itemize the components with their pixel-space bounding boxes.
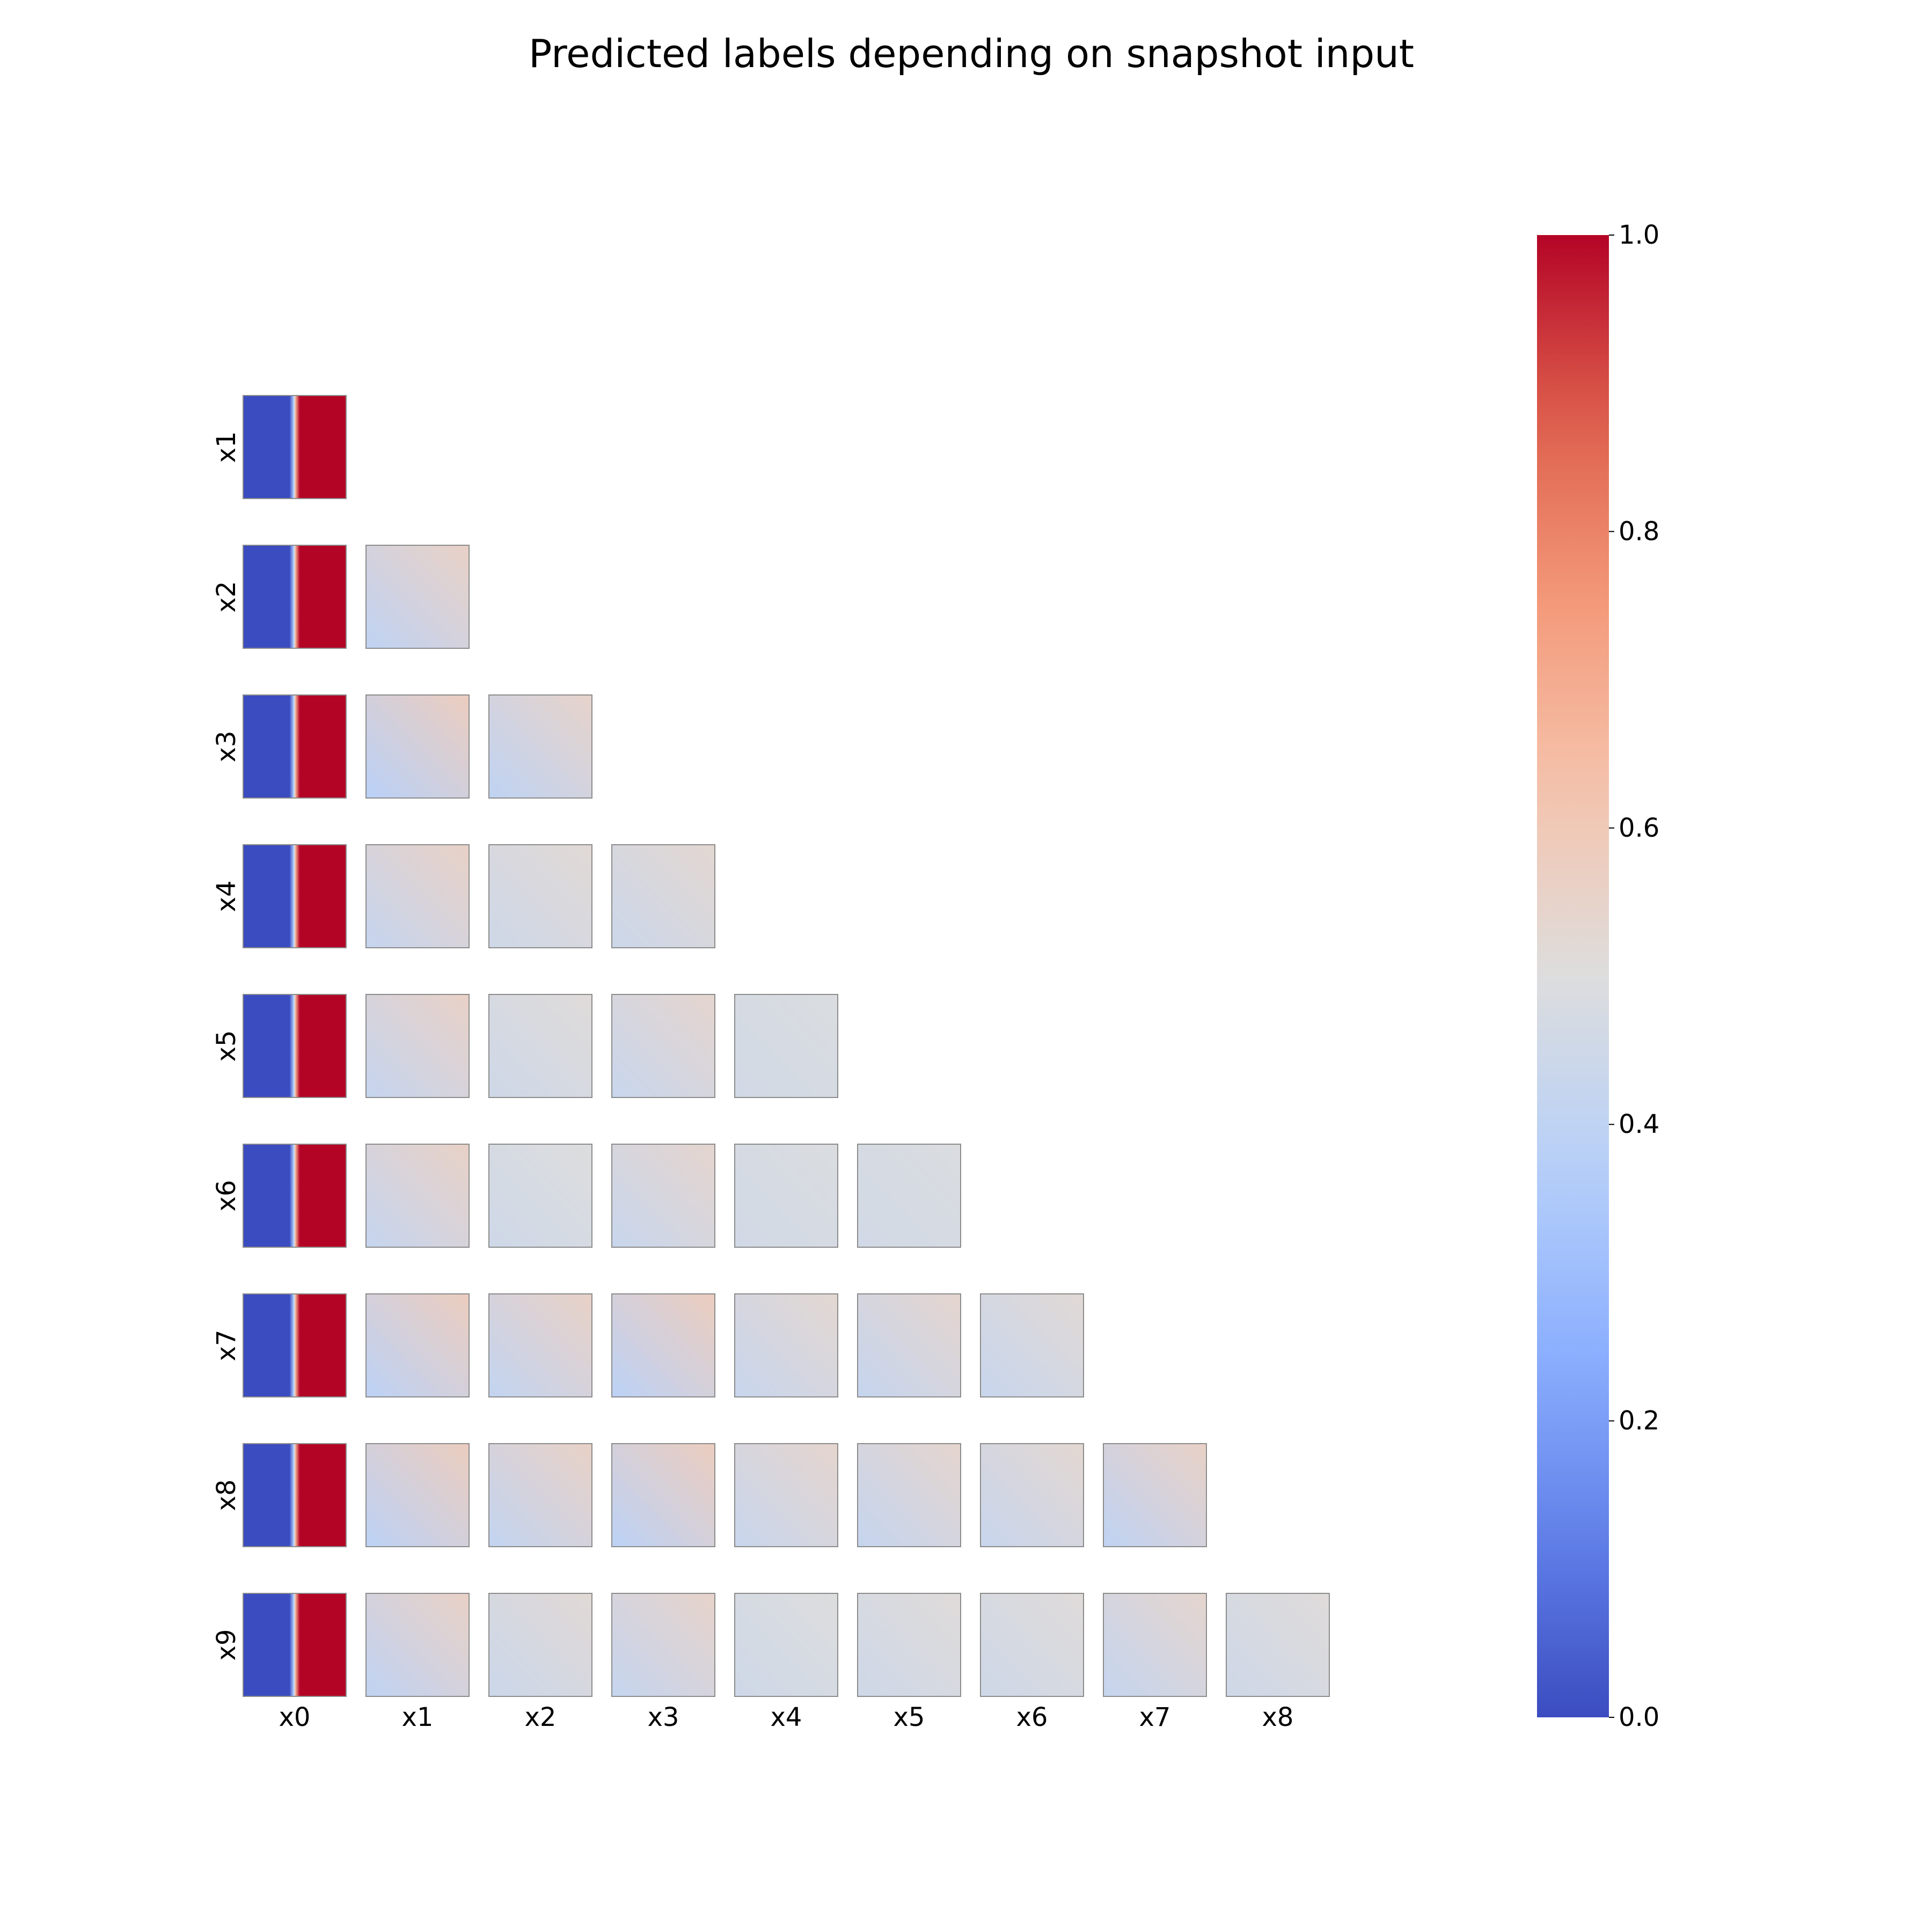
heatmap-cell-x9-x7: [1103, 1593, 1207, 1697]
heatmap-cell-x5-x4: [734, 994, 838, 1098]
colorbar-tick-label: 1.0: [1619, 220, 1659, 250]
colorbar-tick-label: 0.2: [1619, 1406, 1659, 1436]
heatmap-cell-x7-x2: [488, 1293, 592, 1397]
col-label-x6: x6: [1016, 1702, 1048, 1732]
chart-title: Predicted labels depending on snapshot i…: [529, 31, 1414, 76]
heatmap-cell-x8-x5: [857, 1443, 961, 1547]
heatmap-cell-x6-x4: [734, 1144, 838, 1248]
heatmap-cell-x9-x5: [857, 1593, 961, 1697]
heatmap-cell-x3-x2: [488, 694, 592, 799]
heatmap-cell-x4-x0: [243, 844, 347, 948]
heatmap-cell-x4-x2: [488, 844, 592, 948]
heatmap-cell-x1-x0: [243, 395, 347, 499]
col-label-x8: x8: [1262, 1702, 1294, 1732]
colorbar-gradient: [1537, 235, 1609, 1717]
heatmap-cell-x7-x1: [365, 1293, 470, 1397]
row-label-x7: x7: [211, 1330, 241, 1362]
heatmap-cell-x7-x5: [857, 1293, 961, 1397]
heatmap-cell-x3-x0: [243, 694, 347, 799]
colorbar: 0.0 0.2 0.4 0.6 0.8 1.0: [1537, 220, 1659, 1732]
heatmap-cell-x8-x3: [611, 1443, 715, 1547]
col-label-x4: x4: [771, 1702, 802, 1732]
heatmap-cell-x9-x0: [243, 1593, 347, 1697]
heatmap-cell-x9-x8: [1226, 1593, 1330, 1697]
row-labels: x1 x2 x3 x4 x5 x6 x7 x8 x9: [211, 431, 241, 1661]
heatmap-cell-x6-x2: [488, 1144, 592, 1248]
colorbar-tick-label: 0.4: [1619, 1109, 1659, 1139]
heatmap-cell-x8-x6: [980, 1443, 1084, 1547]
heatmap-cell-x7-x0: [243, 1293, 347, 1397]
row-label-x4: x4: [211, 881, 241, 912]
col-label-x7: x7: [1139, 1702, 1171, 1732]
row-label-x6: x6: [211, 1180, 241, 1212]
heatmap-cell-x6-x3: [611, 1144, 715, 1248]
row-label-x5: x5: [211, 1030, 241, 1062]
heatmap-cell-x8-x7: [1103, 1443, 1207, 1547]
col-label-x2: x2: [525, 1702, 557, 1732]
heatmap-cell-x2-x0: [243, 545, 347, 649]
heatmap-cell-x5-x3: [611, 994, 715, 1098]
col-label-x5: x5: [894, 1702, 925, 1732]
column-labels: x0 x1 x2 x3 x4 x5 x6 x7 x8: [279, 1702, 1294, 1732]
heatmap-cell-x6-x0: [243, 1144, 347, 1248]
heatmap-cell-x4-x3: [611, 844, 715, 948]
heatmap-cell-x6-x1: [365, 1144, 470, 1248]
heatmap-cell-x5-x0: [243, 994, 347, 1098]
heatmap-cell-x9-x4: [734, 1593, 838, 1697]
row-label-x8: x8: [211, 1480, 241, 1511]
row-label-x2: x2: [211, 581, 241, 613]
row-label-x1: x1: [211, 431, 241, 463]
heatmap-cell-x2-x1: [365, 545, 470, 649]
colorbar-tick-label: 0.8: [1619, 516, 1659, 546]
heatmap-cell-x6-x5: [857, 1144, 961, 1248]
heatmap-cell-x8-x1: [365, 1443, 470, 1547]
heatmap-cell-x4-x1: [365, 844, 470, 948]
heatmap-cell-x9-x1: [365, 1593, 470, 1697]
heatmap-cell-x8-x4: [734, 1443, 838, 1547]
heatmap-cell-x8-x0: [243, 1443, 347, 1547]
heatmap-cell-x7-x6: [980, 1293, 1084, 1397]
heatmap-cell-x5-x1: [365, 994, 470, 1098]
heatmap-grid: [243, 395, 1330, 1697]
heatmap-cell-x7-x4: [734, 1293, 838, 1397]
colorbar-tick-label: 0.0: [1619, 1702, 1659, 1732]
heatmap-cell-x9-x6: [980, 1593, 1084, 1697]
row-label-x9: x9: [211, 1629, 241, 1661]
heatmap-cell-x9-x3: [611, 1593, 715, 1697]
heatmap-cell-x5-x2: [488, 994, 592, 1098]
colorbar-tick-label: 0.6: [1619, 813, 1659, 843]
heatmap-cell-x8-x2: [488, 1443, 592, 1547]
heatmap-cell-x7-x3: [611, 1293, 715, 1397]
col-label-x0: x0: [279, 1702, 311, 1732]
col-label-x1: x1: [402, 1702, 434, 1732]
col-label-x3: x3: [648, 1702, 679, 1732]
row-label-x3: x3: [211, 731, 241, 763]
heatmap-cell-x9-x2: [488, 1593, 592, 1697]
heatmap-cell-x3-x1: [365, 694, 470, 799]
